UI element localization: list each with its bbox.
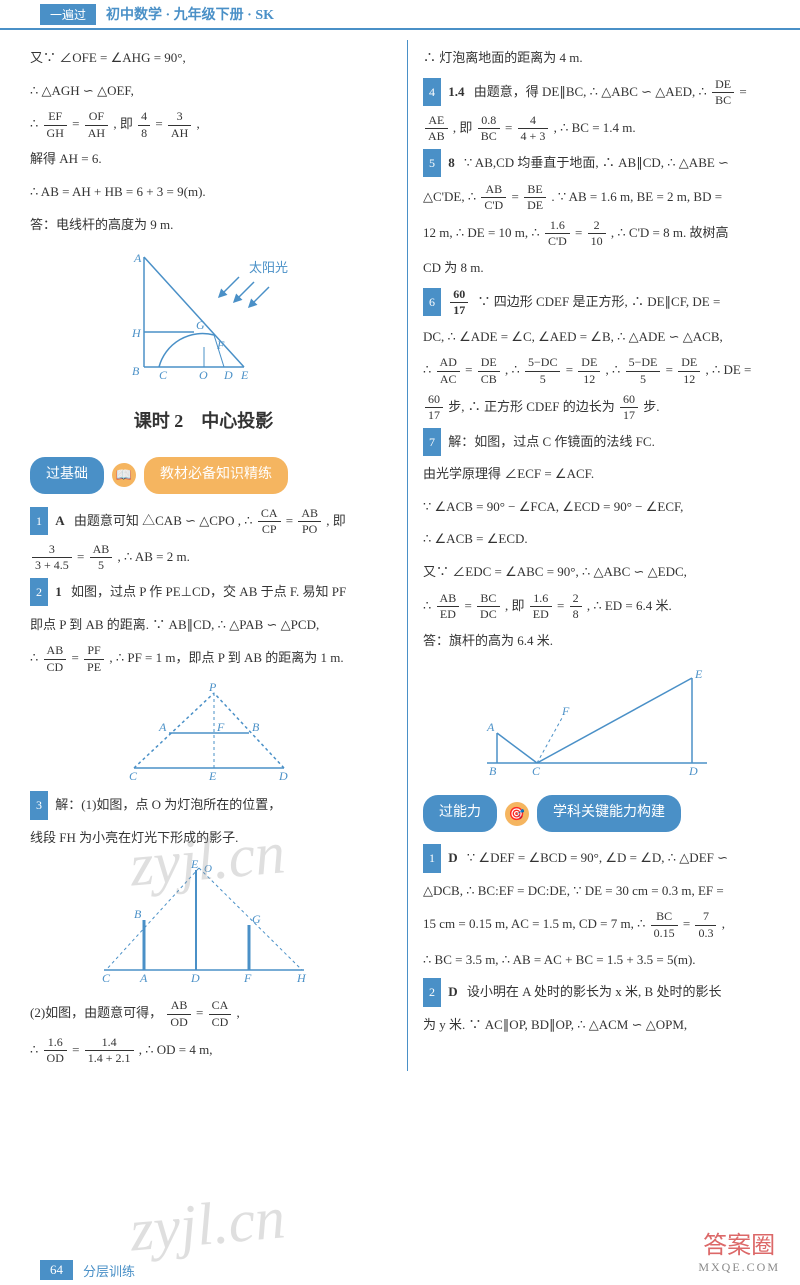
question-number: 2 bbox=[423, 978, 441, 1006]
answer-label: 8 bbox=[448, 155, 455, 170]
text-line: ∴ EFGH = OFAH , 即 48 = 3AH , bbox=[30, 109, 377, 141]
right-column: ∴ 灯泡离地面的距离为 4 m. 4 1.4 由题意，得 DE∥BC, ∴ △A… bbox=[407, 40, 770, 1071]
question-number: 2 bbox=[30, 578, 48, 606]
answer-label: 6017 bbox=[450, 287, 468, 319]
svg-text:B: B bbox=[134, 907, 142, 921]
question-number: 3 bbox=[30, 791, 48, 819]
text-line: 又∵ ∠OFE = ∠AHG = 90°, bbox=[30, 44, 377, 73]
svg-text:F: F bbox=[216, 338, 225, 352]
svg-text:H: H bbox=[131, 326, 142, 340]
question-5: 5 8 ∵ AB,CD 均垂直于地面, ∴ AB∥CD, ∴ △ABE ∽ bbox=[423, 149, 770, 178]
answer-label: 1 bbox=[55, 584, 62, 599]
question-number: 1 bbox=[423, 844, 441, 872]
section-title: 课时 2 中心投影 bbox=[30, 402, 377, 442]
svg-text:E: E bbox=[208, 769, 217, 783]
svg-text:E: E bbox=[240, 368, 249, 382]
book-icon: 📖 bbox=[112, 463, 136, 487]
pill-basics: 过基础 bbox=[30, 457, 104, 494]
question-7: 7 解：如图，过点 C 作镜面的法线 FC. bbox=[423, 428, 770, 457]
svg-text:O: O bbox=[199, 368, 208, 382]
question-number: 5 bbox=[423, 149, 441, 177]
page-footer: 64 分层训练 bbox=[40, 1260, 135, 1280]
question-3: 3 解：(1)如图，点 O 为灯泡所在的位置， bbox=[30, 791, 377, 820]
question-number: 1 bbox=[30, 507, 48, 535]
lamp-shadow-diagram: E O B G C A D F H bbox=[84, 860, 324, 990]
logo-text: 答案圈 bbox=[698, 1225, 780, 1260]
svg-text:B: B bbox=[489, 764, 497, 778]
svg-text:D: D bbox=[278, 769, 288, 783]
page-number: 64 bbox=[40, 1260, 73, 1280]
watermark: zyjl.cn bbox=[127, 1183, 287, 1265]
answer-label: 1.4 bbox=[448, 84, 464, 99]
svg-text:F: F bbox=[243, 971, 252, 985]
svg-text:D: D bbox=[223, 368, 233, 382]
svg-text:E: E bbox=[190, 860, 199, 871]
svg-text:A: A bbox=[486, 720, 495, 734]
question-1: 1 A 由题意可知 △CAB ∽ △CPO , ∴ CACP = ABPO , … bbox=[30, 506, 377, 538]
svg-text:B: B bbox=[132, 364, 140, 378]
pill-construct: 学科关键能力构建 bbox=[537, 795, 681, 832]
svg-text:O: O bbox=[204, 863, 212, 875]
pill-ability: 过能力 bbox=[423, 795, 497, 832]
svg-text:C: C bbox=[102, 971, 111, 985]
header-title: 初中数学 · 九年级下册 · SK bbox=[106, 4, 274, 24]
text-line: 答：电线杆的高度为 9 m. bbox=[30, 211, 377, 240]
page-header: 一遍过 初中数学 · 九年级下册 · SK bbox=[0, 0, 800, 30]
svg-text:C: C bbox=[129, 769, 138, 783]
ability-q1: 1 D ∵ ∠DEF = ∠BCD = 90°, ∠D = ∠D, ∴ △DEF… bbox=[423, 844, 770, 873]
question-number: 7 bbox=[423, 428, 441, 456]
svg-text:B: B bbox=[252, 720, 260, 734]
question-6: 6 6017 ∵ 四边形 CDEF 是正方形, ∴ DE∥CF, DE = bbox=[423, 287, 770, 319]
svg-text:A: A bbox=[139, 971, 148, 985]
pill-practice: 教材必备知识精练 bbox=[144, 457, 288, 494]
svg-text:C: C bbox=[532, 764, 541, 778]
text-line: 解得 AH = 6. bbox=[30, 145, 377, 174]
svg-text:D: D bbox=[190, 971, 200, 985]
section-pills: 过基础 📖 教材必备知识精练 bbox=[30, 457, 377, 494]
question-number: 6 bbox=[423, 288, 441, 316]
logo-url: MXQE.COM bbox=[698, 1260, 780, 1275]
svg-text:G: G bbox=[196, 318, 205, 332]
svg-text:H: H bbox=[296, 971, 307, 985]
triangle-sun-diagram: A H B C G O F D E 太阳光 bbox=[104, 247, 304, 387]
content-area: 又∵ ∠OFE = ∠AHG = 90°, ∴ △AGH ∽ △OEF, ∴ E… bbox=[0, 30, 800, 1081]
triangle-p-diagram: P A F B C E D bbox=[104, 683, 304, 783]
text-line: ∴ △AGH ∽ △OEF, bbox=[30, 77, 377, 106]
mirror-diagram: A B C F E D bbox=[467, 663, 727, 783]
answer-label: A bbox=[55, 513, 64, 528]
ability-q2: 2 D 设小明在 A 处时的影长为 x 米, B 处时的影长 bbox=[423, 978, 770, 1007]
svg-text:太阳光: 太阳光 bbox=[249, 260, 288, 275]
text-line: ∴ AB = AH + HB = 6 + 3 = 9(m). bbox=[30, 178, 377, 207]
svg-text:G: G bbox=[252, 912, 261, 926]
svg-text:C: C bbox=[159, 368, 168, 382]
corner-logo: 答案圈 MXQE.COM bbox=[698, 1225, 780, 1275]
section-pills: 过能力 🎯 学科关键能力构建 bbox=[423, 795, 770, 832]
svg-text:E: E bbox=[694, 667, 703, 681]
question-number: 4 bbox=[423, 78, 441, 106]
target-icon: 🎯 bbox=[505, 802, 529, 826]
question-2: 2 1 如图，过点 P 作 PE⊥CD，交 AB 于点 F. 易知 PF bbox=[30, 578, 377, 607]
question-4: 4 1.4 由题意，得 DE∥BC, ∴ △ABC ∽ △AED, ∴ DEBC… bbox=[423, 77, 770, 109]
header-tag: 一遍过 bbox=[40, 4, 96, 25]
footer-text: 分层训练 bbox=[83, 1261, 135, 1280]
svg-text:F: F bbox=[216, 720, 225, 734]
left-column: 又∵ ∠OFE = ∠AHG = 90°, ∴ △AGH ∽ △OEF, ∴ E… bbox=[30, 40, 387, 1071]
svg-text:A: A bbox=[133, 251, 142, 265]
svg-text:P: P bbox=[208, 683, 217, 694]
svg-text:F: F bbox=[561, 704, 570, 718]
svg-text:A: A bbox=[158, 720, 167, 734]
svg-text:D: D bbox=[688, 764, 698, 778]
